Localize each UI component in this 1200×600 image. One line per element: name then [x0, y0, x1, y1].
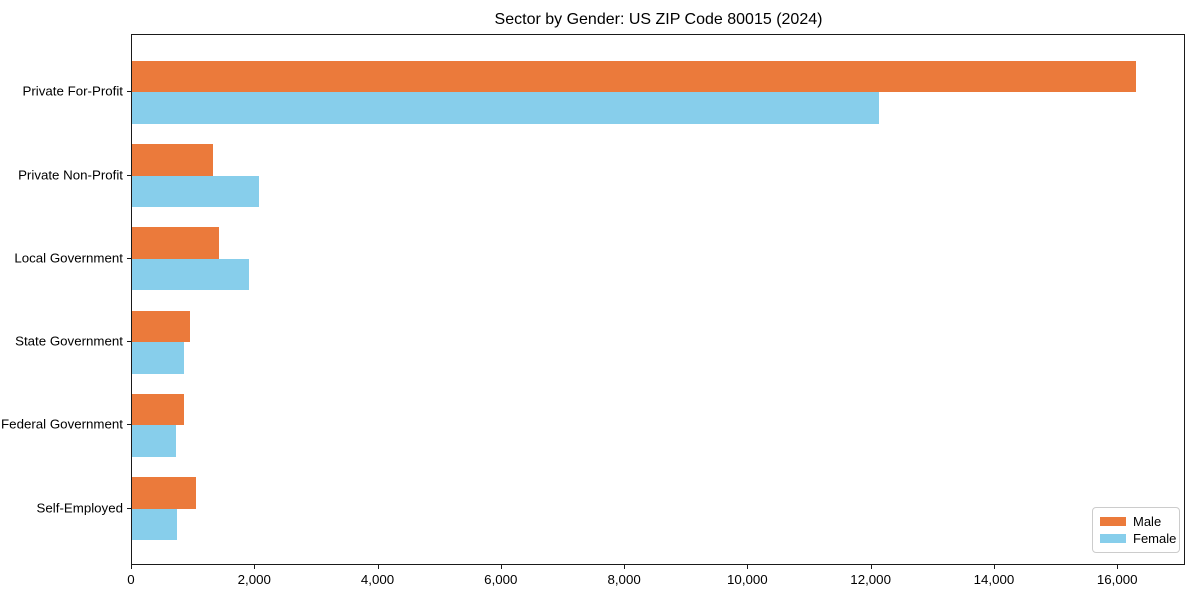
bar-female-local-government	[132, 258, 250, 291]
legend-swatch-female	[1100, 534, 1126, 543]
bar-male-private-for-profit	[132, 60, 1137, 93]
bar-female-private-for-profit	[132, 92, 880, 124]
y-tick-mark	[127, 424, 131, 426]
y-tick-mark	[127, 257, 131, 259]
x-tick-label-2000: 2,000	[237, 572, 271, 587]
bar-female-self-employed	[132, 508, 177, 541]
y-tick-label-state-government: State Government	[15, 333, 123, 349]
bar-male-self-employed	[132, 477, 197, 509]
legend: Male Female	[1092, 507, 1180, 553]
y-tick-mark	[127, 341, 131, 343]
x-tick-label-10000: 10,000	[727, 572, 768, 587]
y-tick-label-federal-government: Federal Government	[1, 416, 123, 432]
y-tick-label-self-employed: Self-Employed	[36, 500, 123, 516]
y-tick-label-private-non-profit: Private Non-Profit	[18, 167, 123, 183]
bar-female-private-non-profit	[132, 175, 259, 208]
bar-female-federal-government	[132, 425, 177, 457]
x-tick-mark	[377, 565, 379, 569]
y-tick-mark	[127, 174, 131, 176]
x-tick-mark	[500, 565, 502, 569]
chart-title: Sector by Gender: US ZIP Code 80015 (202…	[494, 11, 823, 28]
x-tick-label-8000: 8,000	[607, 572, 641, 587]
y-tick-mark	[127, 91, 131, 93]
x-tick-label-16000: 16,000	[1096, 572, 1138, 587]
legend-label-female: Female	[1133, 531, 1177, 546]
bar-male-state-government	[132, 310, 190, 343]
y-tick-label-private-for-profit: Private For-Profit	[22, 83, 124, 99]
x-tick-label-0: 0	[127, 572, 135, 587]
x-tick-label-14000: 14,000	[973, 572, 1015, 587]
bar-male-local-government	[132, 227, 219, 259]
legend-label-male: Male	[1133, 514, 1162, 529]
plot-area	[131, 34, 1185, 565]
legend-entry-female: Female	[1100, 530, 1176, 547]
legend-entry-male: Male	[1100, 513, 1171, 530]
bar-male-federal-government	[132, 393, 185, 426]
x-tick-mark	[1117, 565, 1119, 569]
x-tick-mark	[624, 565, 626, 569]
x-tick-mark	[870, 565, 872, 569]
bar-female-state-government	[132, 342, 185, 374]
bar-male-private-non-profit	[132, 144, 213, 176]
y-tick-mark	[127, 507, 131, 509]
x-tick-mark	[747, 565, 749, 569]
x-tick-label-12000: 12,000	[850, 572, 891, 587]
legend-swatch-male	[1100, 517, 1126, 526]
y-tick-label-local-government: Local Government	[14, 250, 123, 266]
x-tick-mark	[254, 565, 256, 569]
x-tick-mark	[993, 565, 995, 569]
x-tick-label-4000: 4,000	[360, 572, 395, 587]
x-tick-mark	[131, 565, 132, 569]
x-tick-label-6000: 6,000	[484, 572, 518, 587]
